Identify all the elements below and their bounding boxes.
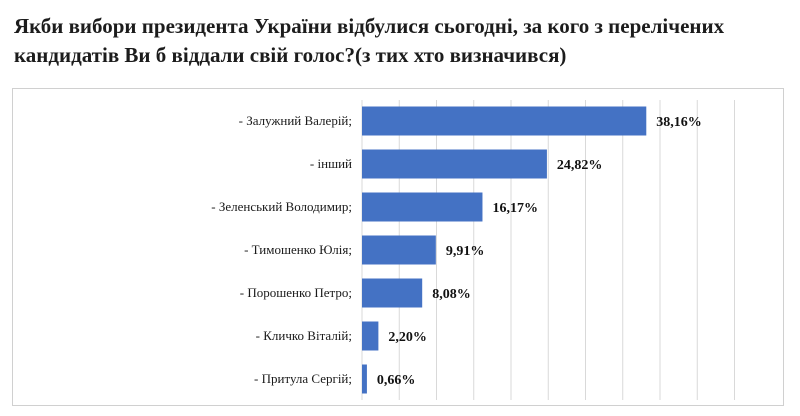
bar <box>362 235 436 265</box>
category-label: - Тимошенко Юлія; <box>244 242 352 257</box>
value-label: 8,08% <box>432 287 471 302</box>
category-label: - Залужний Валерій; <box>239 113 352 128</box>
value-label: 0,66% <box>377 373 416 388</box>
category-label: - Притула Сергій; <box>254 371 352 386</box>
bars <box>362 106 647 394</box>
bar <box>362 106 647 136</box>
bar <box>362 321 379 351</box>
value-label: 24,82% <box>557 158 603 173</box>
category-labels: - Залужний Валерій; - інший - Зеленський В… <box>211 113 352 386</box>
category-label: - Порошенко Петро; <box>240 285 352 300</box>
bar <box>362 192 483 222</box>
bar <box>362 149 547 179</box>
value-labels: 38,16% 24,82% 16,17% 9,91% 8,08% 2,20% 0,66% <box>377 115 702 388</box>
value-label: 2,20% <box>388 330 427 345</box>
value-label: 38,16% <box>656 115 702 130</box>
bar <box>362 278 423 308</box>
category-label: - інший <box>310 156 352 171</box>
chart-title: Якби вибори президента України відбулися… <box>14 14 725 67</box>
category-label: - Кличко Віталій; <box>256 328 352 343</box>
category-label: - Зеленський Володимир; <box>211 199 352 214</box>
bar <box>362 364 367 394</box>
value-label: 9,91% <box>446 244 485 259</box>
value-label: 16,17% <box>492 201 538 216</box>
